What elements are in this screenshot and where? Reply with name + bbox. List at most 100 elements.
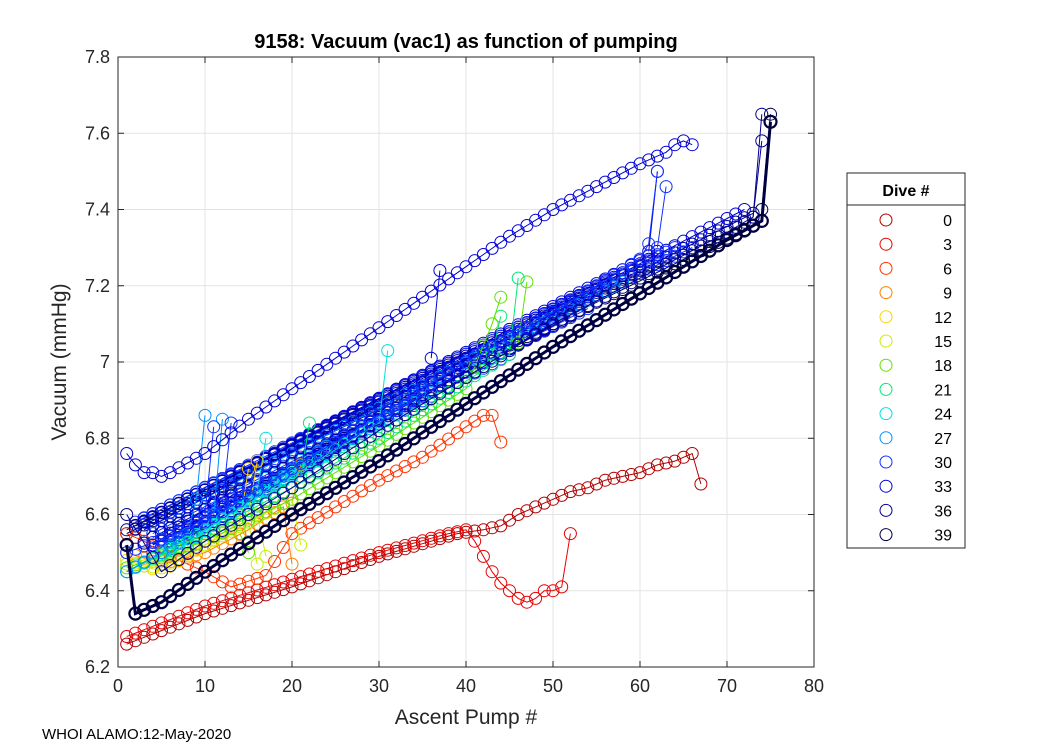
data-point bbox=[407, 296, 421, 310]
legend-entry: 39 bbox=[879, 528, 952, 545]
data-point bbox=[372, 546, 386, 560]
data-point bbox=[590, 283, 603, 297]
data-point bbox=[659, 254, 673, 267]
data-point bbox=[137, 536, 151, 550]
data-point bbox=[416, 534, 429, 548]
data-point bbox=[276, 575, 290, 589]
legend-label: 24 bbox=[934, 407, 952, 424]
data-point bbox=[224, 591, 238, 605]
data-point bbox=[215, 537, 229, 550]
legend-marker bbox=[879, 455, 893, 469]
data-point bbox=[172, 497, 186, 511]
data-point bbox=[250, 499, 264, 513]
data-point bbox=[172, 553, 186, 566]
data-point bbox=[668, 454, 682, 468]
data-point bbox=[268, 501, 282, 515]
data-point bbox=[450, 525, 464, 539]
data-point bbox=[694, 225, 708, 239]
data-point bbox=[424, 367, 438, 381]
data-point bbox=[424, 351, 438, 365]
data-point bbox=[189, 610, 203, 624]
data-point bbox=[511, 271, 525, 285]
data-point bbox=[389, 541, 403, 555]
data-point bbox=[503, 322, 516, 336]
data-point bbox=[633, 157, 647, 171]
data-point bbox=[633, 260, 647, 274]
data-point bbox=[459, 260, 473, 274]
legend-box bbox=[846, 172, 966, 549]
data-point bbox=[181, 613, 195, 627]
data-point bbox=[616, 469, 630, 483]
data-point bbox=[476, 339, 490, 352]
data-point bbox=[511, 508, 525, 521]
data-point bbox=[242, 546, 255, 560]
data-point bbox=[233, 517, 247, 531]
y-tick-label: 6.8 bbox=[85, 428, 110, 448]
data-point bbox=[754, 213, 769, 228]
data-point bbox=[459, 345, 473, 359]
data-point bbox=[224, 416, 238, 430]
data-point bbox=[381, 469, 395, 483]
data-point bbox=[555, 312, 569, 326]
data-point bbox=[555, 580, 569, 594]
data-point bbox=[215, 496, 229, 510]
data-point bbox=[450, 426, 464, 440]
data-point bbox=[172, 617, 186, 631]
data-point bbox=[189, 548, 203, 562]
data-point bbox=[668, 257, 682, 271]
data-point bbox=[537, 496, 551, 510]
data-point bbox=[581, 184, 595, 198]
series-line bbox=[126, 297, 502, 569]
data-point bbox=[511, 591, 525, 605]
data-point bbox=[598, 473, 612, 487]
data-point bbox=[520, 325, 534, 338]
data-point bbox=[337, 562, 351, 576]
legend-marker bbox=[879, 213, 893, 227]
data-point bbox=[163, 466, 177, 480]
data-point bbox=[685, 237, 699, 251]
data-point bbox=[624, 276, 638, 290]
series-line bbox=[430, 270, 441, 359]
data-point bbox=[590, 294, 603, 308]
data-point bbox=[242, 462, 255, 476]
data-point bbox=[607, 285, 621, 299]
data-point bbox=[520, 504, 534, 518]
data-point bbox=[198, 508, 212, 521]
data-point bbox=[181, 522, 195, 536]
data-point bbox=[120, 523, 134, 537]
data-point bbox=[424, 531, 438, 545]
data-point bbox=[181, 527, 195, 541]
data-point bbox=[137, 630, 151, 644]
x-tick-label: 60 bbox=[630, 676, 650, 696]
grid bbox=[117, 56, 815, 668]
data-point bbox=[503, 584, 516, 598]
dive-series-39 bbox=[119, 114, 778, 621]
data-point bbox=[677, 134, 690, 148]
legend-marker bbox=[879, 261, 893, 275]
data-point bbox=[520, 313, 534, 327]
data-point bbox=[381, 547, 395, 561]
data-point bbox=[285, 557, 299, 571]
data-point bbox=[398, 460, 412, 473]
series-layer bbox=[119, 107, 778, 651]
data-point bbox=[398, 302, 412, 316]
y-tick-label: 7 bbox=[100, 352, 110, 372]
data-point bbox=[685, 138, 699, 152]
legend-label: 18 bbox=[934, 358, 952, 375]
data-point bbox=[607, 171, 621, 184]
data-point bbox=[128, 606, 143, 621]
data-point bbox=[250, 406, 264, 420]
data-point bbox=[642, 267, 656, 281]
series-line bbox=[126, 278, 519, 573]
legend-entry: 33 bbox=[879, 479, 952, 496]
data-point bbox=[242, 574, 255, 588]
legend-label: 6 bbox=[943, 261, 952, 278]
data-point bbox=[468, 341, 482, 355]
data-point bbox=[207, 420, 221, 434]
data-point bbox=[198, 408, 212, 422]
dive-series-spike bbox=[215, 416, 238, 510]
series-line bbox=[126, 415, 206, 573]
data-point bbox=[172, 533, 186, 547]
y-tick-label: 6.4 bbox=[85, 581, 110, 601]
